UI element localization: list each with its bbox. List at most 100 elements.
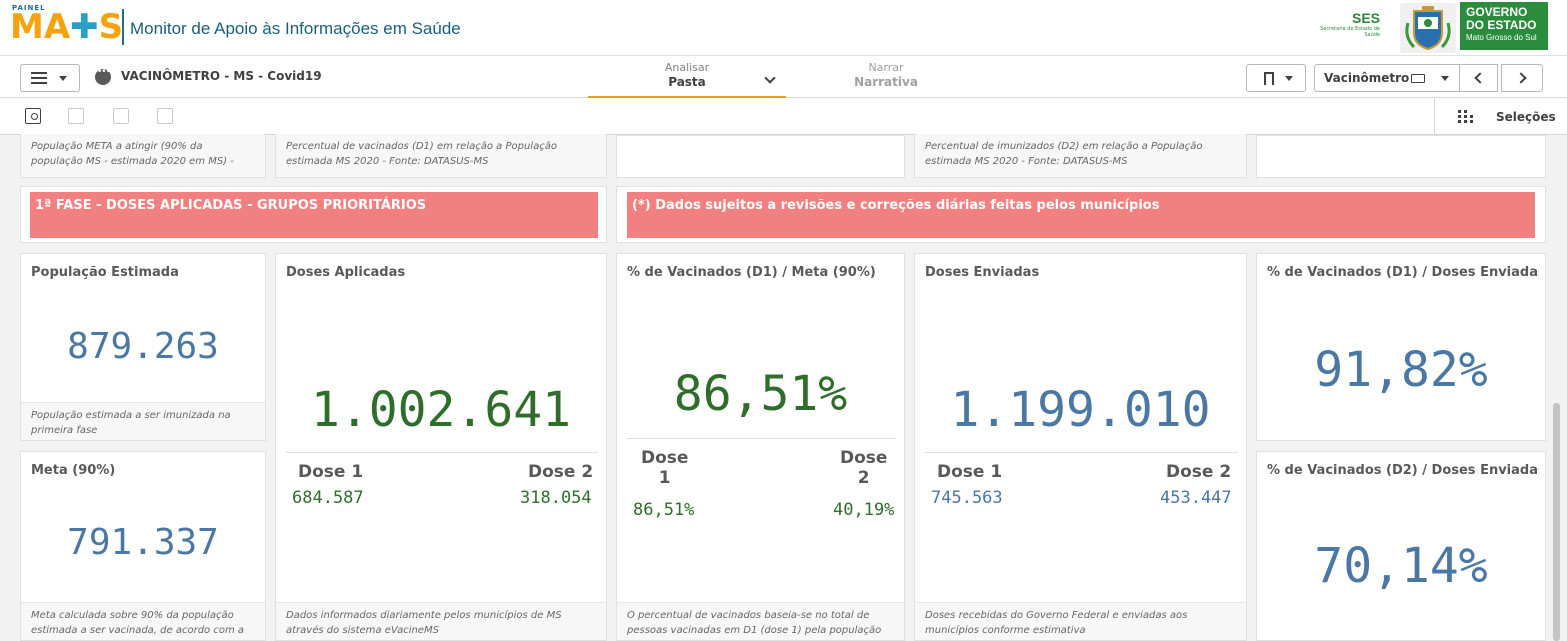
dose1-label: Dose 1 bbox=[937, 462, 1003, 482]
step-back-icon[interactable] bbox=[68, 108, 84, 124]
kpi-value: 1.002.641 bbox=[310, 382, 572, 438]
device-icon bbox=[1411, 74, 1425, 83]
chevron-right-icon bbox=[1515, 72, 1527, 84]
gov-line1: GOVERNO bbox=[1466, 5, 1528, 19]
header-title: Monitor de Apoio às Informações em Saúde bbox=[130, 19, 461, 38]
logo-s-text: S bbox=[98, 7, 124, 47]
pct-d1-info-card: Percentual de vacinados (D1) em relação … bbox=[275, 134, 607, 178]
smart-search-icon[interactable] bbox=[25, 108, 41, 124]
kpi-value: 86,51% bbox=[673, 366, 848, 422]
kpi-pct-d2-doses-enviadas[interactable]: % de Vacinados (D2) / Doses Enviadas (..… bbox=[1256, 451, 1546, 641]
card-description: O percentual de vacinados baseia-se no t… bbox=[617, 602, 904, 640]
dose2-label-b: 2 bbox=[857, 468, 870, 488]
kpi-doses-aplicadas[interactable]: Doses Aplicadas 1.002.641 Dose 1 684.587… bbox=[275, 253, 607, 641]
ses-title: SES bbox=[1351, 10, 1380, 26]
card-description: Percentual de vacinados (D1) em relação … bbox=[276, 134, 606, 177]
dose1-value: 86,51% bbox=[633, 500, 695, 520]
kpi-value: 70,14% bbox=[1314, 538, 1488, 594]
dose2-label-a: Dose bbox=[840, 448, 888, 468]
card-title: Meta (90%) bbox=[31, 463, 116, 478]
logo-painel-text: PAINEL bbox=[12, 4, 46, 12]
divider bbox=[286, 452, 598, 453]
kpi-value: 1.199.010 bbox=[950, 382, 1211, 438]
card-description: População estimada a ser imunizada na pr… bbox=[21, 402, 265, 440]
dose2-value: 40,19% bbox=[833, 500, 895, 520]
tab-analisar[interactable]: Analisar Pasta bbox=[588, 56, 786, 98]
kpi-value: 879.263 bbox=[67, 326, 219, 367]
dose2-label: Dose 2 bbox=[1166, 462, 1232, 482]
dose2-label: Dose 2 bbox=[528, 462, 594, 482]
tab-narrar[interactable]: Narrar Narrativa bbox=[800, 56, 972, 98]
caret-down-icon bbox=[1441, 76, 1449, 81]
card-title: % de Vacinados (D1) / Doses Enviadas (..… bbox=[1267, 265, 1539, 280]
dose1-label-a: Dose bbox=[641, 448, 689, 468]
dose1-value-block: 745.563 bbox=[931, 488, 1003, 508]
divider bbox=[627, 438, 896, 439]
bookmarks-button[interactable] bbox=[1246, 64, 1306, 92]
dose1-value-block: 684.587 bbox=[292, 488, 364, 508]
dose2-block: Dose 2 bbox=[1166, 462, 1231, 482]
card-description: Percentual de imunizados (D2) em relação… bbox=[915, 134, 1246, 177]
tab-narrar-sub: Narrar bbox=[868, 61, 904, 74]
logo-divider bbox=[122, 9, 124, 45]
card-description: População META a atingir (90% da populaç… bbox=[21, 134, 265, 177]
next-sheet-button[interactable] bbox=[1501, 64, 1543, 92]
app-toolbar: VACINÔMETRO - MS - Covid19 Analisar Past… bbox=[0, 55, 1567, 98]
card-description: Meta calculada sobre 90% da população es… bbox=[21, 602, 265, 640]
kpi-doses-enviadas[interactable]: Doses Enviadas 1.199.010 Dose 1 745.563 … bbox=[914, 253, 1247, 641]
kpi-populacao-estimada[interactable]: População Estimada 879.263 População est… bbox=[20, 253, 266, 441]
dose1-value: 745.563 bbox=[931, 488, 1003, 508]
meta-info-card: População META a atingir (90% da populaç… bbox=[20, 134, 266, 178]
empty-info-card bbox=[1256, 135, 1546, 178]
vertical-scrollbar[interactable] bbox=[1553, 403, 1560, 641]
selections-bar: Seleções bbox=[0, 98, 1567, 135]
card-title: Doses Aplicadas bbox=[286, 265, 406, 280]
painel-mais-logo: MA✚S bbox=[10, 10, 123, 44]
dose2-value: 453.447 bbox=[1160, 488, 1232, 508]
card-description: Dados informados diariamente pelos munic… bbox=[276, 602, 606, 640]
step-forward-icon[interactable] bbox=[113, 108, 129, 124]
tab-analisar-main: Pasta bbox=[668, 75, 706, 89]
gov-line3: Mato Grosso do Sul bbox=[1466, 33, 1537, 42]
tab-narrar-main: Narrativa bbox=[854, 75, 918, 89]
card-description: Doses recebidas do Governo Federal e env… bbox=[915, 602, 1246, 640]
kpi-pct-d1-doses-enviadas[interactable]: % de Vacinados (D1) / Doses Enviadas (..… bbox=[1256, 253, 1546, 441]
kpi-value: 791.337 bbox=[67, 522, 219, 563]
sheet-selector-button[interactable]: Vacinômetro bbox=[1314, 64, 1460, 92]
dose1-label: Dose 1 bbox=[298, 462, 364, 482]
dose1-value: 684.587 bbox=[292, 488, 364, 508]
card-title: População Estimada bbox=[31, 265, 179, 280]
global-menu-button[interactable] bbox=[20, 64, 80, 92]
fase-banner: 1ª FASE - DOSES APLICADAS - GRUPOS PRIOR… bbox=[30, 192, 598, 238]
bookmark-icon bbox=[1264, 72, 1274, 85]
kpi-pct-vacinados-meta[interactable]: % de Vacinados (D1) / Meta (90%) 86,51% … bbox=[616, 253, 905, 641]
card-title: % de Vacinados (D1) / Meta (90%) bbox=[627, 265, 876, 280]
sheet-name: Vacinômetro bbox=[1324, 71, 1410, 85]
banner-right-container: (*) Dados sujeitos a revisões e correçõe… bbox=[616, 186, 1546, 243]
state-crest-icon bbox=[1400, 3, 1456, 53]
disclaimer-banner: (*) Dados sujeitos a revisões e correçõe… bbox=[627, 192, 1535, 238]
plus-cross-icon: ✚ bbox=[70, 7, 99, 47]
caret-down-icon bbox=[1285, 76, 1293, 81]
dose2-value-block: 318.054 bbox=[520, 488, 592, 508]
pct-d2-info-card: Percentual de imunizados (D2) em relação… bbox=[914, 134, 1247, 178]
dose1-block: Dose 1 bbox=[298, 462, 363, 482]
gov-line2: DO ESTADO bbox=[1466, 18, 1537, 32]
kpi-meta-90[interactable]: Meta (90%) 791.337 Meta calculada sobre … bbox=[20, 451, 266, 641]
dose1-label-block: Dose 1 bbox=[641, 448, 688, 488]
logo-ma-text: MA bbox=[10, 7, 71, 47]
selections-label[interactable]: Seleções bbox=[1496, 110, 1556, 124]
previous-sheet-button[interactable] bbox=[1459, 64, 1498, 92]
governo-logo: GOVERNO DO ESTADO Mato Grosso do Sul bbox=[1460, 2, 1548, 50]
clear-selections-icon[interactable] bbox=[157, 108, 173, 124]
dose1-label-b: 1 bbox=[658, 468, 671, 488]
ses-logo: SES Secretaria de Estado de Saúde bbox=[1318, 10, 1380, 38]
dose2-value: 318.054 bbox=[520, 488, 592, 508]
ses-subtitle: Secretaria de Estado de Saúde bbox=[1320, 26, 1380, 38]
app-name: VACINÔMETRO - MS - Covid19 bbox=[121, 69, 322, 83]
divider bbox=[925, 452, 1238, 453]
top-header: PAINEL MA✚S Monitor de Apoio às Informaç… bbox=[0, 0, 1567, 55]
empty-info-card bbox=[616, 135, 905, 178]
selections-grid-icon[interactable] bbox=[1458, 110, 1474, 124]
